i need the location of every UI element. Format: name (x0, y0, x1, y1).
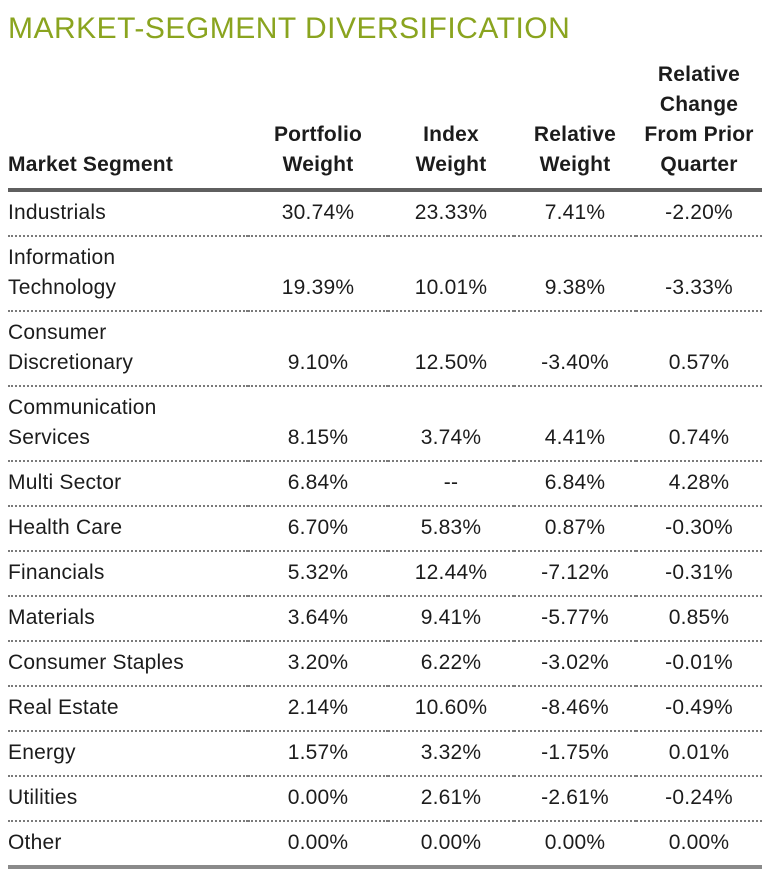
column-header-portfolio-weight: Portfolio Weight (248, 50, 388, 192)
portfolio-weight-cell: 30.74% (248, 190, 388, 237)
index-weight-cell: 5.83% (388, 506, 514, 552)
table-row: Health Care 6.70% 5.83% 0.87% -0.30% (8, 506, 762, 552)
index-weight-cell: 23.33% (388, 190, 514, 237)
relative-weight-cell: -3.40% (514, 311, 636, 387)
table-row: Materials 3.64% 9.41% -5.77% 0.85% (8, 596, 762, 642)
relative-weight-cell: 0.00% (514, 821, 636, 869)
portfolio-weight-cell: 2.14% (248, 686, 388, 732)
index-weight-cell: 0.00% (388, 821, 514, 869)
relative-change-cell: 0.00% (636, 821, 762, 869)
column-header-index-weight: Index Weight (388, 50, 514, 192)
portfolio-weight-cell: 0.00% (248, 776, 388, 822)
index-weight-cell: 9.41% (388, 596, 514, 642)
portfolio-weight-cell: 9.10% (248, 311, 388, 387)
table-row: Consumer Discretionary 9.10% 12.50% -3.40% 0… (8, 311, 762, 387)
portfolio-weight-cell: 3.64% (248, 596, 388, 642)
portfolio-weight-cell: 1.57% (248, 731, 388, 777)
index-weight-cell: 3.74% (388, 386, 514, 462)
relative-change-cell: 0.85% (636, 596, 762, 642)
relative-weight-cell: 7.41% (514, 190, 636, 237)
relative-weight-cell: 6.84% (514, 461, 636, 507)
relative-weight-cell: -5.77% (514, 596, 636, 642)
relative-weight-cell: 0.87% (514, 506, 636, 552)
segment-name-cell: Financials (8, 551, 248, 597)
table-row: Energy 1.57% 3.32% -1.75% 0.01% (8, 731, 762, 777)
portfolio-weight-cell: 6.70% (248, 506, 388, 552)
segment-name-cell: Energy (8, 731, 248, 777)
table-row: Financials 5.32% 12.44% -7.12% -0.31% (8, 551, 762, 597)
relative-change-cell: 0.01% (636, 731, 762, 777)
relative-weight-cell: -3.02% (514, 641, 636, 687)
page-title: MARKET-SEGMENT DIVERSIFICATION (8, 12, 571, 45)
portfolio-weight-cell: 6.84% (248, 461, 388, 507)
relative-change-cell: 0.74% (636, 386, 762, 462)
relative-change-cell: -0.01% (636, 641, 762, 687)
segment-name-cell: Materials (8, 596, 248, 642)
portfolio-weight-cell: 3.20% (248, 641, 388, 687)
index-weight-cell: 10.01% (388, 236, 514, 312)
segment-name-cell: Industrials (8, 190, 248, 237)
relative-weight-cell: -2.61% (514, 776, 636, 822)
table-header: Market Segment Portfolio Weight Index We… (8, 50, 762, 192)
relative-change-cell: -0.30% (636, 506, 762, 552)
portfolio-weight-cell: 19.39% (248, 236, 388, 312)
segment-name-cell: Information Technology (8, 236, 248, 312)
table-row: Utilities 0.00% 2.61% -2.61% -0.24% (8, 776, 762, 822)
table-row: Multi Sector 6.84% -- 6.84% 4.28% (8, 461, 762, 507)
relative-weight-cell: -7.12% (514, 551, 636, 597)
index-weight-cell: 3.32% (388, 731, 514, 777)
segment-name-cell: Multi Sector (8, 461, 248, 507)
table-row: Consumer Staples 3.20% 6.22% -3.02% -0.01% (8, 641, 762, 687)
table-body: Industrials 30.74% 23.33% 7.41% -2.20% Inform… (8, 190, 762, 869)
column-header-relative-change: Relative Change From Prior Quarter (636, 50, 762, 192)
segment-name-cell: Utilities (8, 776, 248, 822)
segment-name-cell: Communication Services (8, 386, 248, 462)
portfolio-weight-cell: 5.32% (248, 551, 388, 597)
segment-name-cell: Other (8, 821, 248, 869)
index-weight-cell: 10.60% (388, 686, 514, 732)
header-row: Market Segment Portfolio Weight Index We… (8, 50, 762, 192)
table-row: Communication Services 8.15% 3.74% 4.41% 0.7… (8, 386, 762, 462)
index-weight-cell: -- (388, 461, 514, 507)
table-row: Industrials 30.74% 23.33% 7.41% -2.20% (8, 190, 762, 237)
relative-weight-cell: -1.75% (514, 731, 636, 777)
table-row: Information Technology 19.39% 10.01% 9.38% -… (8, 236, 762, 312)
portfolio-weight-cell: 0.00% (248, 821, 388, 869)
relative-weight-cell: -8.46% (514, 686, 636, 732)
table-row: Other 0.00% 0.00% 0.00% 0.00% (8, 821, 762, 869)
segment-name-cell: Consumer Discretionary (8, 311, 248, 387)
relative-weight-cell: 4.41% (514, 386, 636, 462)
market-segment-table: Market Segment Portfolio Weight Index We… (8, 50, 762, 869)
segment-name-cell: Real Estate (8, 686, 248, 732)
relative-change-cell: 0.57% (636, 311, 762, 387)
portfolio-weight-cell: 8.15% (248, 386, 388, 462)
column-header-relative-weight: Relative Weight (514, 50, 636, 192)
relative-change-cell: -0.24% (636, 776, 762, 822)
segment-name-cell: Consumer Staples (8, 641, 248, 687)
relative-change-cell: -0.49% (636, 686, 762, 732)
relative-weight-cell: 9.38% (514, 236, 636, 312)
table-row: Real Estate 2.14% 10.60% -8.46% -0.49% (8, 686, 762, 732)
column-header-market-segment: Market Segment (8, 50, 248, 192)
relative-change-cell: 4.28% (636, 461, 762, 507)
relative-change-cell: -0.31% (636, 551, 762, 597)
index-weight-cell: 6.22% (388, 641, 514, 687)
index-weight-cell: 12.50% (388, 311, 514, 387)
relative-change-cell: -2.20% (636, 190, 762, 237)
segment-name-cell: Health Care (8, 506, 248, 552)
relative-change-cell: -3.33% (636, 236, 762, 312)
index-weight-cell: 2.61% (388, 776, 514, 822)
index-weight-cell: 12.44% (388, 551, 514, 597)
